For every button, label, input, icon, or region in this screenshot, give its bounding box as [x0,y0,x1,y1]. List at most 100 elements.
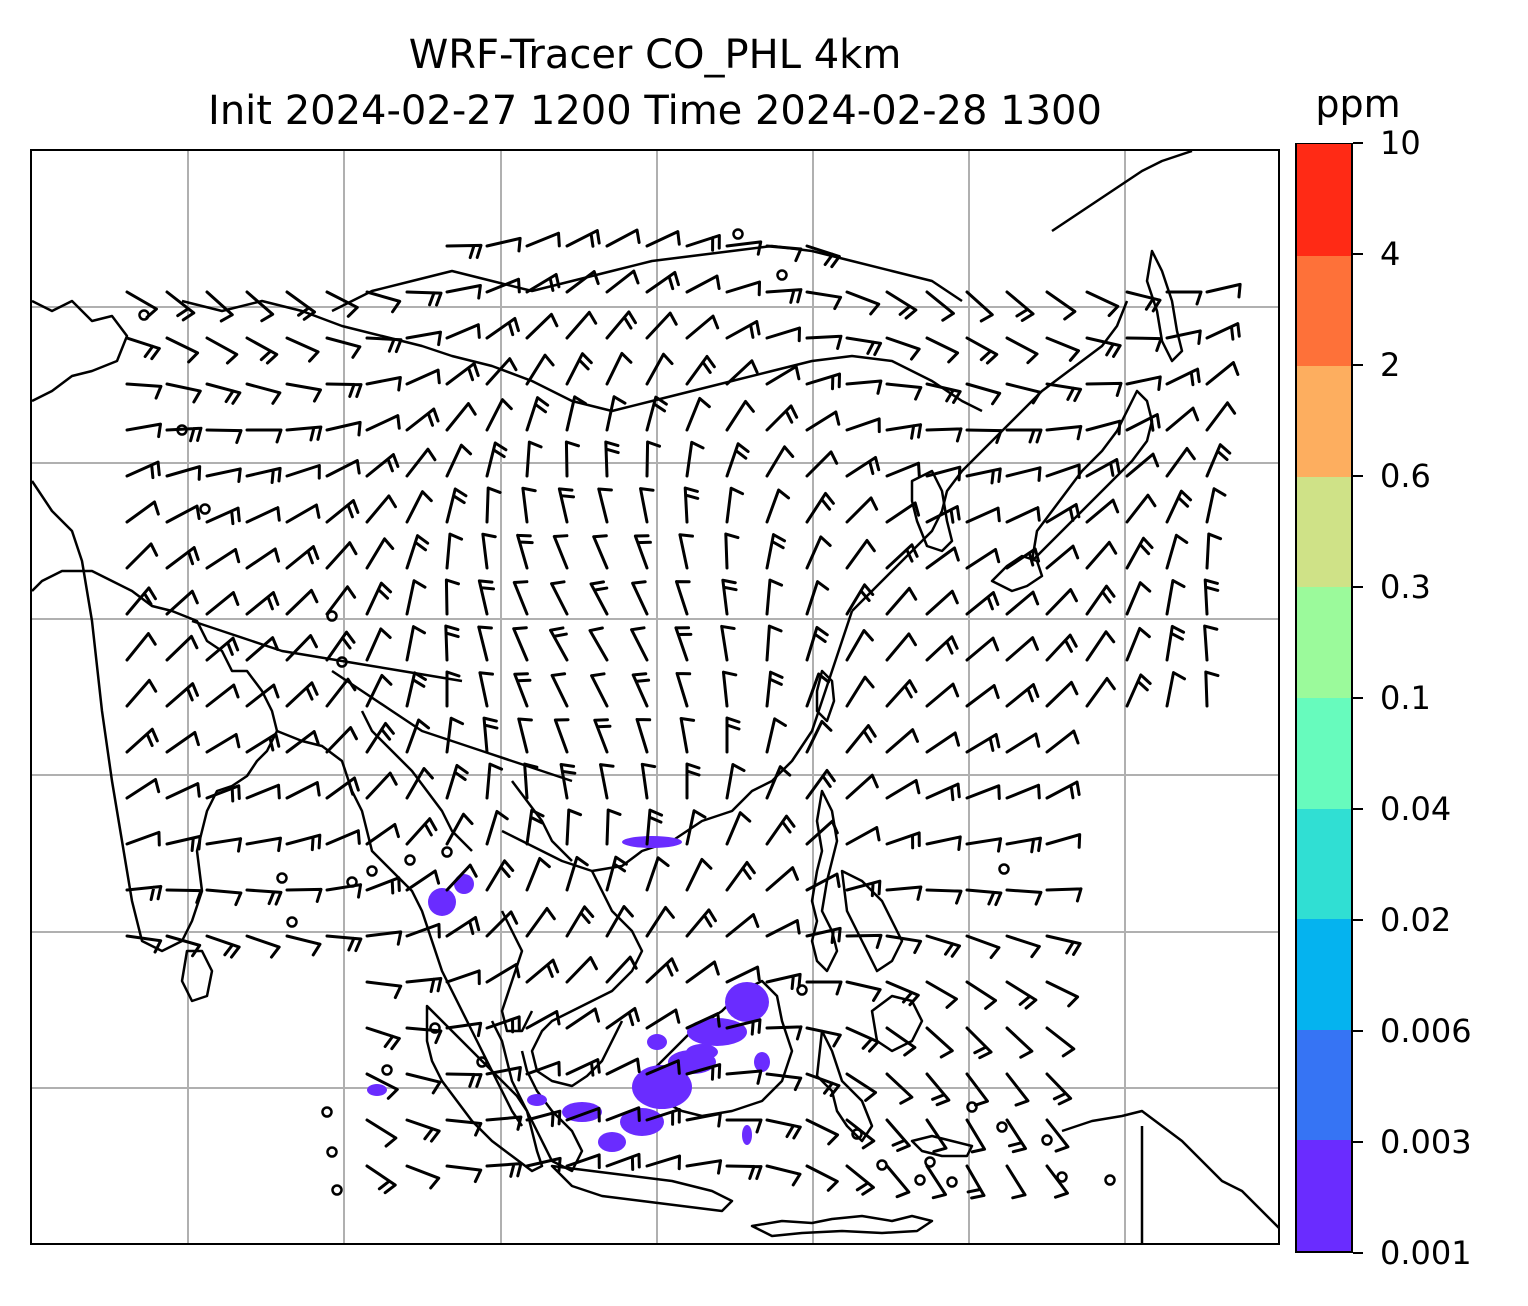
wind-barb [765,1118,802,1140]
wind-barb [605,395,627,432]
calm-wind-circle [732,228,744,240]
wind-barb [365,673,393,708]
wind-barb [365,453,400,478]
wind-barb [925,382,962,404]
coastline-japan-honshu [1030,389,1154,563]
wind-barb [325,541,358,570]
wind-barb [165,634,199,662]
wind-barb [485,910,519,938]
wind-barb [485,316,520,340]
wind-barb [845,629,874,662]
wind-barb [589,580,609,616]
wind-barb [1045,1164,1069,1199]
wind-barb [285,545,320,570]
wind-barb [525,1010,561,1030]
coastline-vietnam [530,870,644,1088]
wind-barb [405,1164,441,1190]
wind-barb [1203,624,1219,662]
wind-barb [365,290,402,314]
wind-barb [685,396,711,432]
wind-barb [885,336,921,361]
wind-barb [645,957,679,984]
wind-barb [1045,382,1083,403]
wind-barb [1125,290,1162,313]
wind-barb [1165,533,1189,570]
wind-barb [885,382,923,401]
wind-barb [631,672,651,708]
wind-barb [445,863,478,892]
wind-barb [805,334,843,350]
wind-barb [605,808,622,846]
wind-barb [1205,322,1241,341]
wind-barb [1045,1118,1070,1153]
coastline-lesser-sunda [750,1214,934,1238]
wind-barb [165,504,201,524]
wind-barb [885,586,918,616]
wind-barb [685,1063,722,1081]
wind-barb [485,398,513,432]
wind-barb [285,781,321,800]
wind-barb [685,314,720,340]
wind-barb [285,382,322,403]
wind-barb [965,784,1001,800]
coastline-philippines-south [840,869,904,973]
wind-barb [725,399,755,432]
colorbar-tick-label: 10 [1380,124,1421,162]
colorbar-tick [1353,1030,1363,1032]
wind-barb [325,934,363,953]
wind-barb [805,410,841,432]
wind-barb [765,814,796,846]
wind-barb [565,855,589,892]
wind-barb [565,905,595,938]
wind-barb [925,1072,951,1107]
wind-barb [485,1115,523,1131]
wind-barb [885,632,917,662]
wind-barb [925,682,960,708]
wind-barb [365,1026,401,1051]
wind-barb [590,672,609,708]
colorbar-segment [1297,918,1351,1030]
calm-wind-circle [876,1159,888,1171]
wind-barb [325,630,356,662]
wind-barb [565,395,587,432]
wind-barb [565,956,598,984]
colorbar-tick [1353,364,1363,366]
map-canvas [32,151,1278,1243]
wind-barb [805,1072,841,1098]
tracer-plume [428,888,456,916]
wind-barb [805,1164,839,1192]
wind-barb [885,679,918,708]
wind-barb [845,724,877,754]
colorbar-tick-label: 0.1 [1380,679,1431,717]
wind-barb [605,310,637,340]
wind-barb [765,244,803,263]
coastline-timor [910,1134,974,1158]
wind-barb [965,837,1003,853]
wind-barb [725,763,746,800]
wind-barb [965,684,1000,708]
wind-barb [925,934,962,958]
wind-barb [885,543,919,570]
wind-barb [285,934,322,957]
wind-barb [645,808,664,846]
colorbar-tick [1353,1141,1363,1143]
wind-barb [725,716,741,754]
map-panel [30,149,1280,1245]
wind-barb [685,762,701,800]
wind-barb [605,228,641,248]
wind-barb [405,447,437,478]
colorbar-tick-label: 0.006 [1380,1012,1472,1050]
wind-barb [1085,676,1116,708]
wind-barb [605,1106,641,1122]
colorbar-tick-label: 0.02 [1380,901,1452,939]
coastline-china-east [851,300,1129,612]
wind-barb [1045,290,1077,321]
wind-barb [885,728,920,754]
wind-barb [553,718,570,754]
wind-barb [805,535,832,570]
wind-barb [365,627,392,662]
wind-barb [845,1072,878,1102]
wind-barb [325,459,361,478]
wind-barb [1204,670,1220,708]
wind-barb [885,980,920,1007]
